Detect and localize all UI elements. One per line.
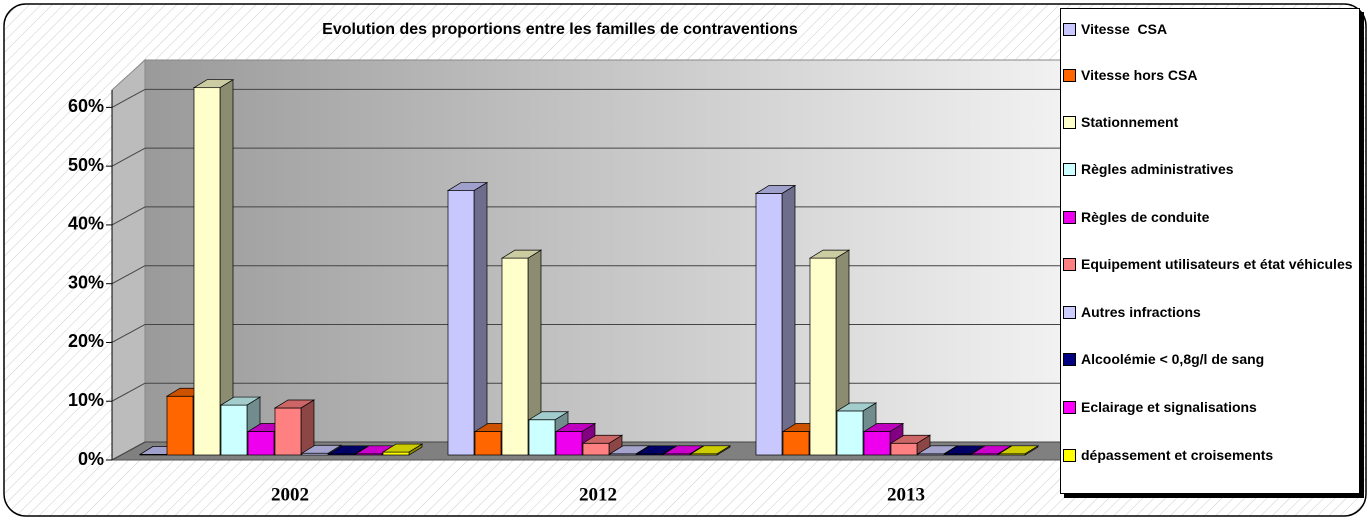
bar-top: [970, 445, 1013, 455]
y-tick-label: 40%: [68, 214, 104, 234]
bar: [274, 407, 302, 456]
bar: [247, 431, 275, 456]
legend-label: Eclairage et signalisations: [1081, 399, 1257, 415]
legend-label: Stationnement: [1081, 114, 1179, 130]
bar-top: [943, 445, 986, 455]
legend-item: Equipement utilisateurs et état véhicule…: [1063, 256, 1353, 273]
bar: [863, 431, 891, 456]
bar-top: [997, 445, 1040, 455]
legend-item: Vitesse CSA: [1063, 21, 1353, 38]
legend-label: Autres infractions: [1081, 304, 1201, 320]
bar: [501, 257, 529, 456]
legend-label: Alcoolémie < 0,8g/l de sang: [1081, 351, 1265, 367]
bar: [528, 419, 556, 456]
bar: [836, 410, 864, 456]
bar-top: [889, 434, 932, 444]
grid-line: [111, 441, 146, 461]
bar-top: [219, 396, 262, 406]
grid-line: [111, 88, 146, 108]
bar-top: [608, 445, 651, 455]
bar-top: [327, 445, 370, 455]
bar: [193, 87, 221, 456]
bar-top: [835, 402, 878, 412]
bar-top: [381, 443, 424, 453]
bar-top: [581, 434, 624, 444]
grid-line: [111, 382, 146, 402]
legend-label: Vitesse hors CSA: [1081, 67, 1198, 83]
legend-item: Eclairage et signalisations: [1063, 399, 1353, 416]
bar-side: [473, 181, 488, 456]
grid-line: [111, 206, 146, 226]
bar-top: [862, 423, 905, 432]
legend-swatch: [1063, 23, 1076, 36]
bar-top: [192, 79, 235, 89]
bar-top: [635, 445, 678, 455]
bar: [755, 193, 783, 456]
bar-top: [916, 445, 959, 455]
bar-top: [554, 423, 597, 432]
legend-swatch: [1063, 401, 1076, 414]
legend-item: Autres infractions: [1063, 304, 1353, 321]
bar: [382, 451, 410, 456]
bar: [166, 395, 194, 456]
grid-line: [111, 265, 146, 285]
grid-line: [111, 147, 146, 167]
bar: [220, 404, 248, 456]
bar-top: [300, 444, 343, 454]
legend-swatch: [1063, 69, 1076, 82]
y-tick-label: 30%: [68, 272, 104, 292]
bar: [890, 442, 918, 456]
legend-item: Règles de conduite: [1063, 209, 1353, 226]
legend-label: Vitesse CSA: [1081, 21, 1168, 37]
legend-label: dépassement et croisements: [1081, 447, 1274, 463]
legend-swatch: [1063, 306, 1076, 319]
y-tick-label: 0%: [78, 449, 104, 469]
legend-swatch: [1063, 211, 1076, 224]
grid-line: [111, 324, 146, 343]
x-tick-label: 2002: [271, 484, 309, 505]
bar-top: [500, 249, 543, 259]
bar-top: [662, 445, 705, 455]
bar: [782, 431, 810, 456]
legend: Vitesse CSA Vitesse hors CSA Stationnement…: [1060, 8, 1360, 494]
back-wall: [144, 59, 1091, 443]
y-tick-label: 20%: [68, 331, 104, 351]
bar-top: [808, 249, 851, 259]
bar: [582, 442, 610, 456]
bar-top: [273, 399, 316, 409]
legend-item: Règles administratives: [1063, 161, 1353, 178]
legend-label: Règles de conduite: [1081, 209, 1210, 225]
legend-label: Equipement utilisateurs et état véhicule…: [1081, 256, 1353, 272]
legend-item: Stationnement: [1063, 114, 1353, 131]
bar-top: [446, 182, 489, 191]
bar-top: [527, 411, 570, 421]
legend-swatch: [1063, 258, 1076, 271]
y-tick-label: 60%: [68, 96, 104, 116]
bar-side: [781, 184, 796, 456]
bar-top: [689, 445, 732, 455]
y-tick-label: 50%: [68, 155, 104, 175]
legend-swatch: [1063, 449, 1076, 462]
legend-label: Règles administratives: [1081, 161, 1234, 177]
legend-swatch: [1063, 163, 1076, 176]
bar: [555, 431, 583, 456]
x-tick-label: 2013: [887, 484, 925, 505]
legend-swatch: [1063, 353, 1076, 366]
chart-title: Evolution des proportions entre les fami…: [322, 21, 798, 38]
bar: [447, 190, 475, 456]
legend-item: dépassement et croisements: [1063, 447, 1353, 464]
x-tick-label: 2012: [579, 484, 617, 505]
legend-item: Alcoolémie < 0,8g/l de sang: [1063, 351, 1353, 368]
bar: [809, 257, 837, 456]
y-tick-label: 10%: [68, 390, 104, 410]
bar: [474, 431, 502, 456]
side-wall: [111, 58, 146, 461]
bar-top: [754, 185, 797, 194]
legend-item: Vitesse hors CSA: [1063, 67, 1353, 84]
legend-swatch: [1063, 116, 1076, 129]
